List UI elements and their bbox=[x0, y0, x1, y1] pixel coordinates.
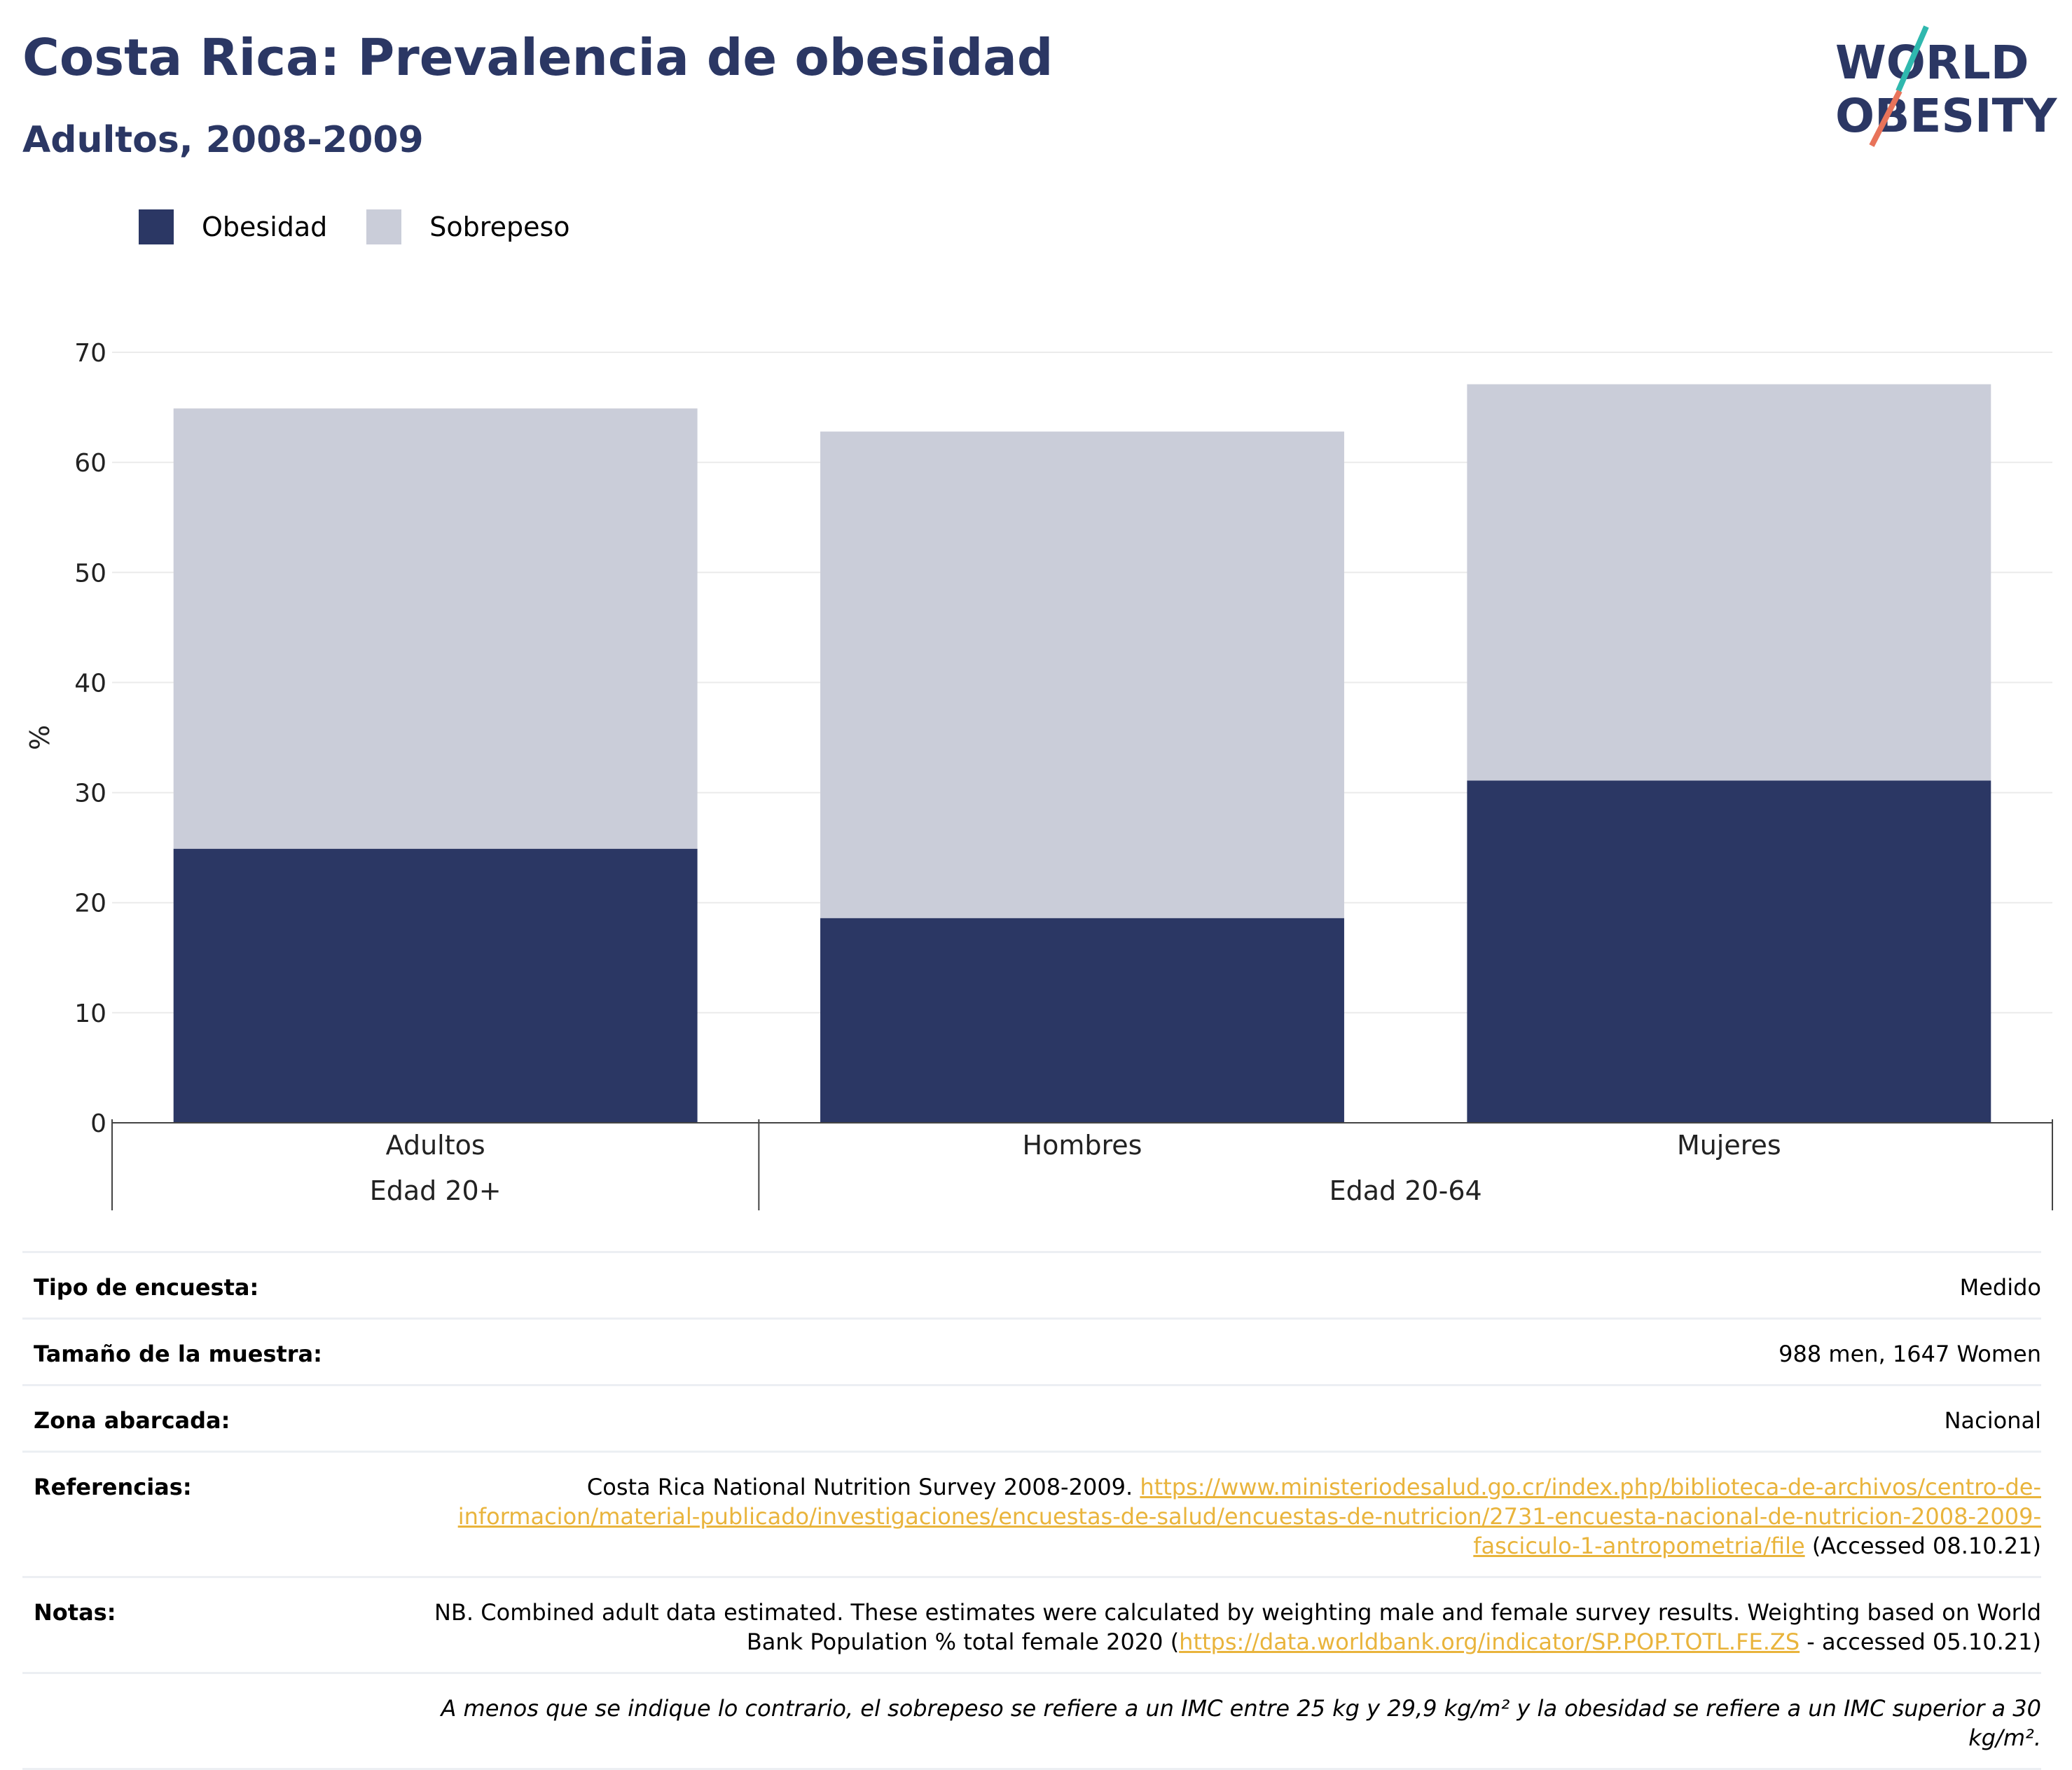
info-row-sample-size: Tamaño de la muestra: 988 men, 1647 Wome… bbox=[22, 1318, 2041, 1384]
logo-slash-coral bbox=[1869, 90, 1902, 147]
x-category-label: Adultos bbox=[386, 1130, 485, 1161]
notes-label: Notas: bbox=[34, 1599, 116, 1626]
x-category-label: Mujeres bbox=[1677, 1130, 1781, 1161]
notes-accessed: - accessed 05.10.21) bbox=[1800, 1629, 2041, 1655]
world-obesity-logo: WORLD OBESITY bbox=[1835, 25, 2058, 147]
legend-label-overweight: Sobrepeso bbox=[429, 212, 570, 242]
y-tick-label: 70 bbox=[74, 339, 106, 368]
chart-title: Costa Rica: Prevalencia de obesidad bbox=[22, 28, 1054, 87]
references-value: Costa Rica National Nutrition Survey 200… bbox=[430, 1472, 2041, 1561]
y-tick-label: 30 bbox=[74, 780, 106, 808]
info-row-footnote: A menos que se indique lo contrario, el … bbox=[22, 1672, 2041, 1770]
legend-label-obesity: Obesidad bbox=[202, 212, 328, 242]
y-tick-label: 50 bbox=[74, 559, 106, 588]
logo-text-world: WORLD bbox=[1835, 36, 2029, 90]
bar-obesity-hombres bbox=[820, 918, 1344, 1123]
info-row-survey-type: Tipo de encuesta: Medido bbox=[22, 1251, 2041, 1318]
y-tick-label: 0 bbox=[90, 1109, 106, 1138]
y-tick-label: 40 bbox=[74, 669, 106, 698]
survey-type-value: Medido bbox=[1959, 1274, 2041, 1301]
legend-swatch-overweight bbox=[366, 209, 402, 244]
stacked-bar-chart: 0 10 20 30 40 50 60 70% Adultos Hombres Mujeres Eda… bbox=[25, 339, 2053, 1210]
references-label: Referencias: bbox=[34, 1474, 192, 1500]
references-link[interactable]: https://www.ministeriodesalud.go.cr/inde… bbox=[457, 1474, 2041, 1559]
bar-overweight-mujeres bbox=[1467, 384, 1991, 781]
legend-item-overweight: Sobrepeso bbox=[366, 209, 570, 244]
area-label: Zona abarcada: bbox=[34, 1407, 230, 1434]
x-group-label: Edad 20+ bbox=[370, 1175, 502, 1206]
references-accessed: (Accessed 08.10.21) bbox=[1811, 1533, 2041, 1559]
logo-text-obesity: OBESITY bbox=[1835, 89, 2058, 143]
y-tick-label: 10 bbox=[74, 1000, 106, 1028]
survey-info-table: Tipo de encuesta: Medido Tamaño de la mu… bbox=[22, 1251, 2041, 1770]
bar-obesity-adultos bbox=[173, 848, 698, 1123]
bar-obesity-mujeres bbox=[1467, 780, 1991, 1123]
bar-overweight-hombres bbox=[820, 431, 1344, 918]
chart-subtitle: Adultos, 2008-2009 bbox=[22, 119, 424, 161]
legend-swatch-obesity bbox=[139, 209, 174, 244]
chart-legend: Obesidad Sobrepeso bbox=[139, 209, 609, 245]
references-text: Costa Rica National Nutrition Survey 200… bbox=[586, 1474, 1133, 1500]
logo-slash-teal bbox=[1895, 25, 1929, 92]
x-group-label: Edad 20-64 bbox=[1329, 1175, 1482, 1206]
x-category-label: Hombres bbox=[1023, 1130, 1142, 1161]
y-tick-label: 60 bbox=[74, 449, 106, 478]
legend-item-obesity: Obesidad bbox=[139, 209, 327, 244]
sample-size-label: Tamaño de la muestra: bbox=[34, 1341, 322, 1367]
info-row-area: Zona abarcada: Nacional bbox=[22, 1384, 2041, 1451]
survey-type-label: Tipo de encuesta: bbox=[34, 1274, 259, 1301]
y-axis-label: % bbox=[25, 725, 55, 750]
y-tick-label: 20 bbox=[74, 890, 106, 918]
sample-size-value: 988 men, 1647 Women bbox=[1779, 1341, 2041, 1367]
info-row-references: Referencias: Costa Rica National Nutriti… bbox=[22, 1451, 2041, 1576]
notes-value: NB. Combined adult data estimated. These… bbox=[430, 1598, 2041, 1657]
area-value: Nacional bbox=[1944, 1407, 2041, 1434]
bar-overweight-adultos bbox=[173, 408, 698, 849]
notes-link[interactable]: https://data.worldbank.org/indicator/SP.… bbox=[1179, 1629, 1800, 1655]
info-row-notes: Notas: NB. Combined adult data estimated… bbox=[22, 1576, 2041, 1672]
footnote-text: A menos que se indique lo contrario, el … bbox=[441, 1695, 2041, 1751]
notes-text: NB. Combined adult data estimated. These… bbox=[434, 1599, 2041, 1655]
